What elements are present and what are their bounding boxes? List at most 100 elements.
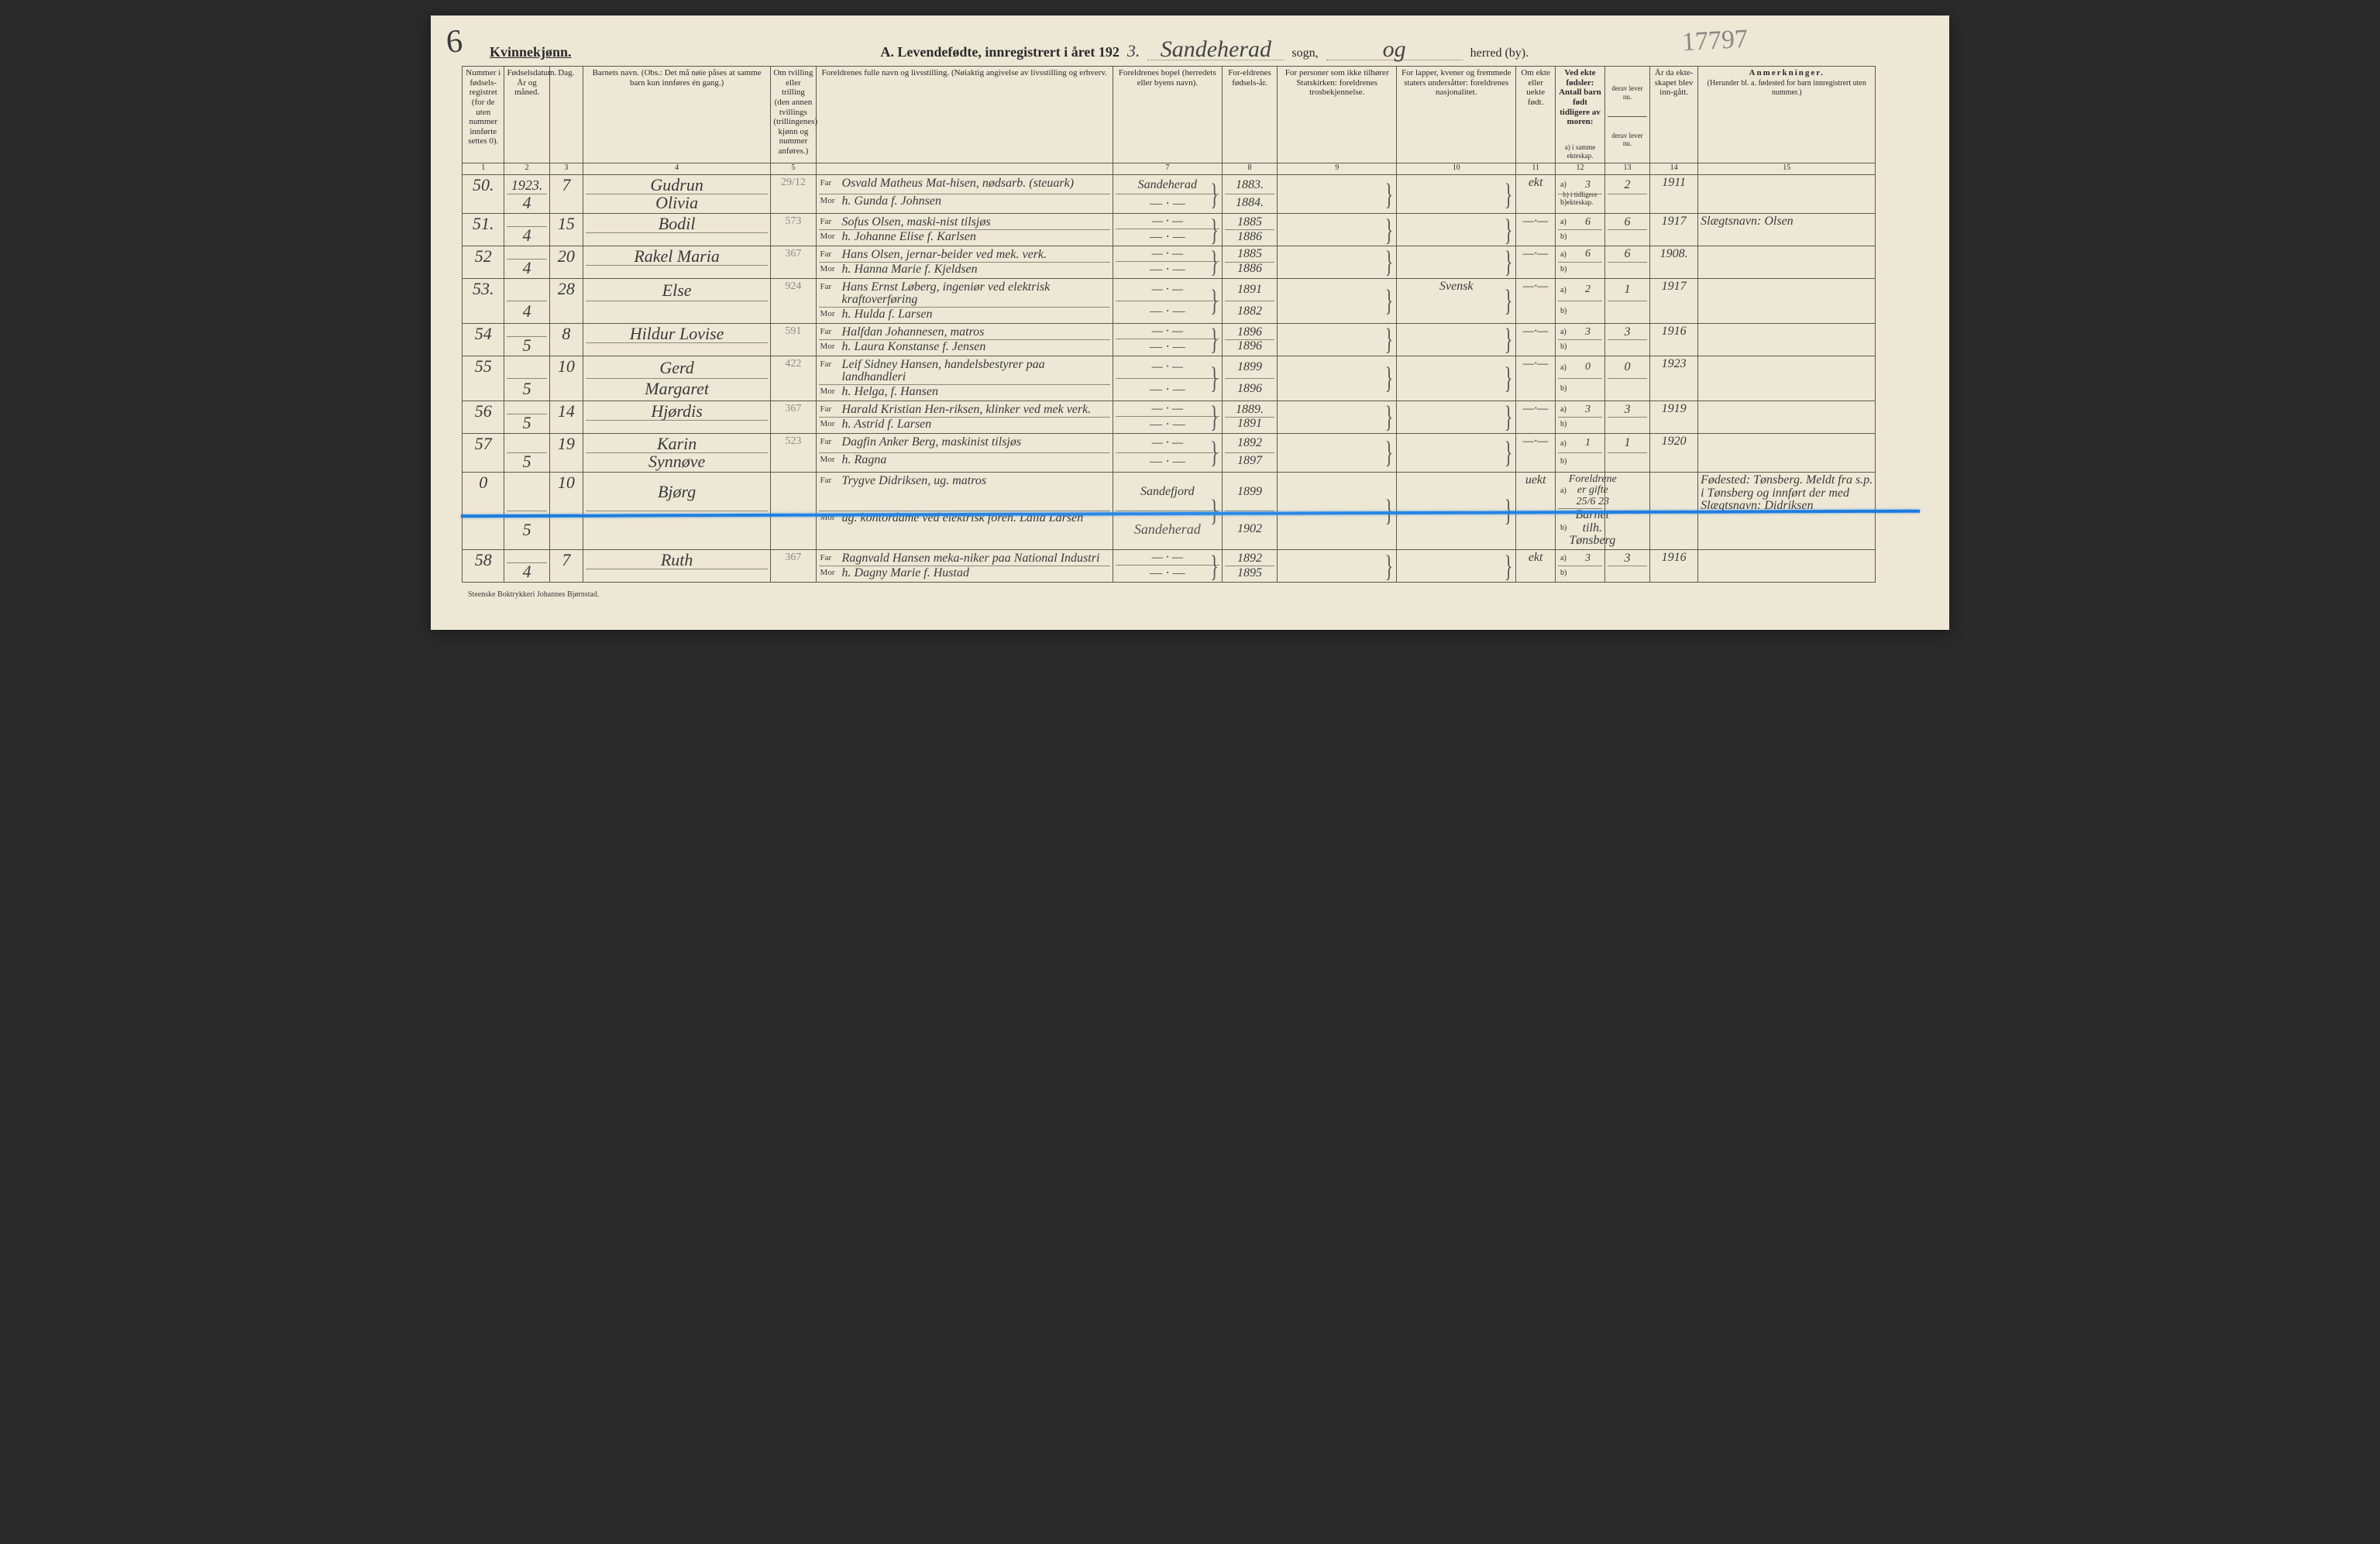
table-row: 53.428Else924FarHans Ernst Løberg, ingen… [463, 278, 1918, 323]
child-name: Bjørg [583, 472, 770, 549]
marriage-year [1650, 472, 1698, 549]
residence: — · —— · — [1113, 214, 1222, 246]
remarks [1698, 323, 1876, 356]
column-number: 4 [583, 163, 770, 175]
column-number: 9 [1278, 163, 1397, 175]
legitimacy: —·— [1516, 246, 1556, 278]
religion [1278, 175, 1397, 214]
column-number [816, 163, 1113, 175]
sogn-value: Sandeherad [1147, 39, 1284, 60]
religion [1278, 246, 1397, 278]
title-a: A. Levendefødte, innregistrert i året 19… [880, 44, 1119, 60]
row-number: 54 [463, 323, 504, 356]
residence: — · —— · — [1113, 356, 1222, 401]
nationality [1397, 175, 1516, 214]
religion [1278, 433, 1397, 472]
row-number: 57 [463, 433, 504, 472]
column-number: 3 [549, 163, 583, 175]
column-number: 7 [1113, 163, 1222, 175]
table-row: 57519KarinSynnøve523FarDagfin Anker Berg… [463, 433, 1918, 472]
child-name: Rakel Maria [583, 246, 770, 278]
parent-birthyear: 1889.1891 [1222, 401, 1277, 434]
column-number: 10 [1397, 163, 1516, 175]
residence: — · —— · — [1113, 246, 1222, 278]
year-month: 4 [504, 214, 549, 246]
year-month: 4 [504, 246, 549, 278]
remarks [1698, 356, 1876, 401]
parent-birthyear: 18921895 [1222, 550, 1277, 583]
row-number: 50. [463, 175, 504, 214]
parents: FarRagnvald Hansen meka-niker paa Nation… [816, 550, 1113, 583]
table-row: 55510GerdMargaret422FarLeif Sidney Hanse… [463, 356, 1918, 401]
column-header: År da ekte-skapet blev inn-gått. [1650, 67, 1698, 163]
herred-label: herred (by). [1470, 46, 1529, 60]
table-row: 52420Rakel Maria367FarHans Olsen, jernar… [463, 246, 1918, 278]
herred-value: og [1326, 39, 1463, 60]
row-number: 0 [463, 472, 504, 549]
day: 8 [549, 323, 583, 356]
column-header: Om ekte eller uekte født. [1516, 67, 1556, 163]
remarks [1698, 550, 1876, 583]
twin-note: 573 [771, 214, 816, 246]
residence: — · —— · — [1113, 433, 1222, 472]
year-month: 5 [504, 472, 549, 549]
year-month: 5 [504, 356, 549, 401]
parent-birthyear: 18961896 [1222, 323, 1277, 356]
day: 10 [549, 356, 583, 401]
remarks [1698, 175, 1876, 214]
row-number: 52 [463, 246, 504, 278]
marriage-year: 1911 [1650, 175, 1698, 214]
prev-children-living: 6 [1604, 214, 1649, 246]
prev-children: a)3b) [1556, 323, 1605, 356]
parent-birthyear: 18911882 [1222, 278, 1277, 323]
residence: SandefjordSandeherad [1113, 472, 1222, 549]
parent-birthyear: 18921897 [1222, 433, 1277, 472]
row-number: 58 [463, 550, 504, 583]
table-row: 5458Hildur Lovise591FarHalfdan Johannese… [463, 323, 1918, 356]
twin-note: 422 [771, 356, 816, 401]
column-number: 11 [1516, 163, 1556, 175]
prev-children: a)1b) [1556, 433, 1605, 472]
column-header: Dag. [549, 67, 583, 163]
column-number: 8 [1222, 163, 1277, 175]
child-name: GerdMargaret [583, 356, 770, 401]
prev-children-living: 3 [1604, 323, 1649, 356]
remarks [1698, 401, 1876, 434]
marriage-year: 1916 [1650, 323, 1698, 356]
residence: Sandeherad— · — [1113, 175, 1222, 214]
column-number: 13 [1604, 163, 1649, 175]
marriage-year: 1908. [1650, 246, 1698, 278]
parent-birthyear: 18851886 [1222, 246, 1277, 278]
year-month: 4 [504, 278, 549, 323]
prev-children-living: 3 [1604, 401, 1649, 434]
sex-label: Kvinnekjønn. [490, 44, 572, 60]
prev-children: a)3b) [1556, 401, 1605, 434]
residence: — · —— · — [1113, 278, 1222, 323]
remarks [1698, 246, 1876, 278]
residence: — · —— · — [1113, 550, 1222, 583]
parents: FarDagfin Anker Berg, maskinist tilsjøsM… [816, 433, 1113, 472]
year-month: 5 [504, 433, 549, 472]
year-month: 5 [504, 401, 549, 434]
parent-birthyear: 18991896 [1222, 356, 1277, 401]
legitimacy: —·— [1516, 433, 1556, 472]
register-page: 6 17797 Kvinnekjønn. A. Levendefødte, in… [431, 15, 1949, 630]
religion [1278, 278, 1397, 323]
column-header: Anmerkninger.(Herunder bl. a. fødested f… [1698, 67, 1876, 163]
prev-children: a)6b) [1556, 214, 1605, 246]
column-number: 15 [1698, 163, 1876, 175]
table-row: 50.1923.47GudrunOlivia29/12FarOsvald Mat… [463, 175, 1918, 214]
parents: FarLeif Sidney Hansen, handelsbestyrer p… [816, 356, 1113, 401]
religion [1278, 472, 1397, 549]
nationality: Svensk [1397, 278, 1516, 323]
table-row: 5847Ruth367FarRagnvald Hansen meka-niker… [463, 550, 1918, 583]
right-top-annotation: 17797 [1681, 25, 1749, 57]
child-name: Hildur Lovise [583, 323, 770, 356]
page-number-handwritten: 6 [445, 22, 464, 61]
sogn-label: sogn, [1291, 46, 1318, 60]
column-number: 1 [463, 163, 504, 175]
prev-children-living: 1 [1604, 278, 1649, 323]
printer-footer: Steenske Boktrykkeri Johannes Bjørnstad. [468, 590, 1918, 599]
row-number: 51. [463, 214, 504, 246]
parents: FarHans Ernst Løberg, ingeniør ved elekt… [816, 278, 1113, 323]
